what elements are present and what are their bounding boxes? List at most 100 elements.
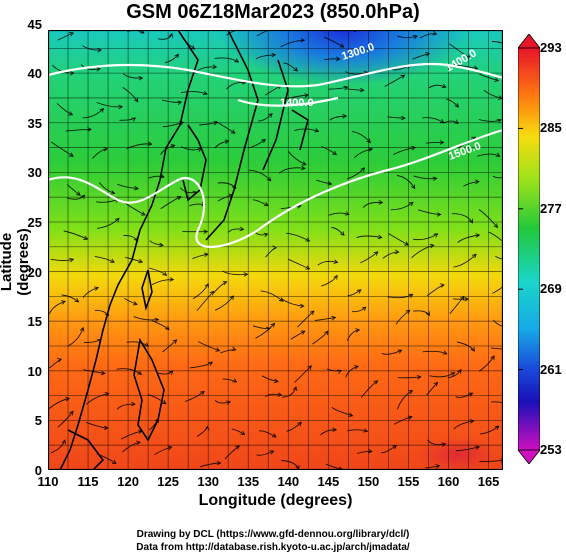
streamline: [116, 368, 142, 375]
streamline-arrow: [159, 173, 165, 179]
streamline-arrow: [333, 274, 338, 280]
streamline-arrow: [332, 150, 338, 156]
streamline: [265, 393, 282, 398]
streamline-arrow: [404, 241, 410, 246]
coastline-philippines: [133, 337, 165, 442]
streamline: [256, 450, 274, 456]
streamline: [57, 32, 74, 41]
streamline: [323, 36, 344, 48]
y-tick-label: 35: [27, 115, 42, 131]
streamline: [214, 400, 231, 404]
streamline: [126, 341, 149, 347]
streamline: [164, 54, 179, 64]
y-tick-label: 45: [27, 16, 42, 32]
streamline-arrow: [83, 235, 89, 240]
streamline-arrow: [373, 251, 379, 256]
streamline-arrow: [272, 245, 278, 251]
x-tick-label: 150: [357, 474, 380, 489]
streamline-arrow: [490, 355, 495, 360]
x-tick-label: 160: [437, 474, 460, 489]
streamline: [180, 146, 202, 151]
coastline-japan: [205, 30, 309, 241]
streamline-arrow: [131, 401, 136, 407]
streamline: [492, 175, 503, 179]
streamline: [126, 143, 152, 150]
streamline-arrow: [466, 54, 472, 59]
streamline-arrow: [433, 381, 439, 387]
streamline: [252, 199, 269, 206]
streamline-arrow: [202, 90, 208, 96]
streamline: [122, 73, 143, 79]
y-tick-label: 10: [27, 363, 42, 379]
streamline-arrow: [366, 138, 371, 144]
streamline: [122, 441, 141, 453]
streamline: [329, 115, 347, 121]
streamline: [279, 167, 305, 174]
x-tick-label: 130: [197, 474, 220, 489]
streamline: [286, 232, 310, 242]
streamline-arrow: [203, 252, 209, 258]
streamline: [455, 446, 480, 452]
streamline-arrow: [79, 326, 85, 332]
streamline-arrow: [429, 243, 435, 249]
streamline-arrow: [309, 310, 315, 316]
streamline: [478, 209, 498, 228]
x-tick-label: 135: [237, 474, 260, 489]
coastlines: [59, 30, 309, 470]
streamline-arrow: [222, 280, 228, 286]
streamline-arrow: [231, 346, 237, 352]
streamline: [382, 251, 399, 259]
streamline-arrow: [408, 390, 414, 395]
streamline: [352, 306, 367, 313]
streamline-arrow: [76, 191, 81, 196]
streamline-arrow: [240, 430, 246, 436]
streamline-arrow: [314, 128, 320, 133]
streamline: [479, 73, 499, 82]
colorbar-top-arrow: [518, 34, 540, 49]
streamline: [48, 398, 70, 410]
streamline: [478, 355, 495, 372]
streamline-arrow: [87, 127, 92, 132]
streamline: [231, 428, 245, 435]
streamline-arrow: [269, 450, 275, 455]
streamline: [362, 201, 383, 208]
streamline: [412, 233, 438, 241]
streamline-arrow: [69, 152, 74, 157]
streamline-arrow: [368, 147, 374, 152]
streamline-arrow: [401, 115, 406, 121]
streamline: [324, 58, 340, 61]
streamline: [51, 141, 74, 157]
streamline-arrow: [266, 176, 272, 182]
streamline-arrow: [475, 233, 481, 238]
streamline: [248, 169, 272, 182]
streamline: [425, 141, 444, 144]
streamline-arrow: [493, 223, 499, 229]
streamline-arrow: [361, 306, 367, 312]
streamline: [96, 102, 123, 108]
streamline-arrow: [172, 339, 178, 344]
streamline-arrow: [138, 258, 144, 264]
streamline-arrow: [65, 396, 71, 402]
streamline-arrow: [132, 301, 138, 306]
streamline: [214, 140, 229, 149]
cold-core: [148, 30, 503, 190]
streamline-arrow: [335, 56, 341, 62]
y-tick-label: 15: [27, 314, 42, 330]
streamline: [453, 253, 477, 268]
streamline: [148, 267, 167, 276]
streamline-arrow: [213, 121, 219, 126]
colorbar-label: 277: [540, 200, 562, 216]
streamline: [280, 39, 305, 48]
streamline: [180, 91, 208, 95]
streamline-arrow: [109, 258, 115, 263]
streamline-arrow: [411, 145, 417, 151]
x-tick-label: 145: [317, 474, 340, 489]
streamline-arrow: [94, 286, 100, 291]
streamline-arrow: [300, 330, 306, 335]
streamline: [82, 45, 102, 51]
colorbar-ticks: [518, 47, 523, 451]
streamline: [255, 54, 276, 60]
streamline-arrow: [200, 390, 205, 396]
streamline: [288, 258, 310, 270]
streamline-arrow: [425, 311, 431, 317]
